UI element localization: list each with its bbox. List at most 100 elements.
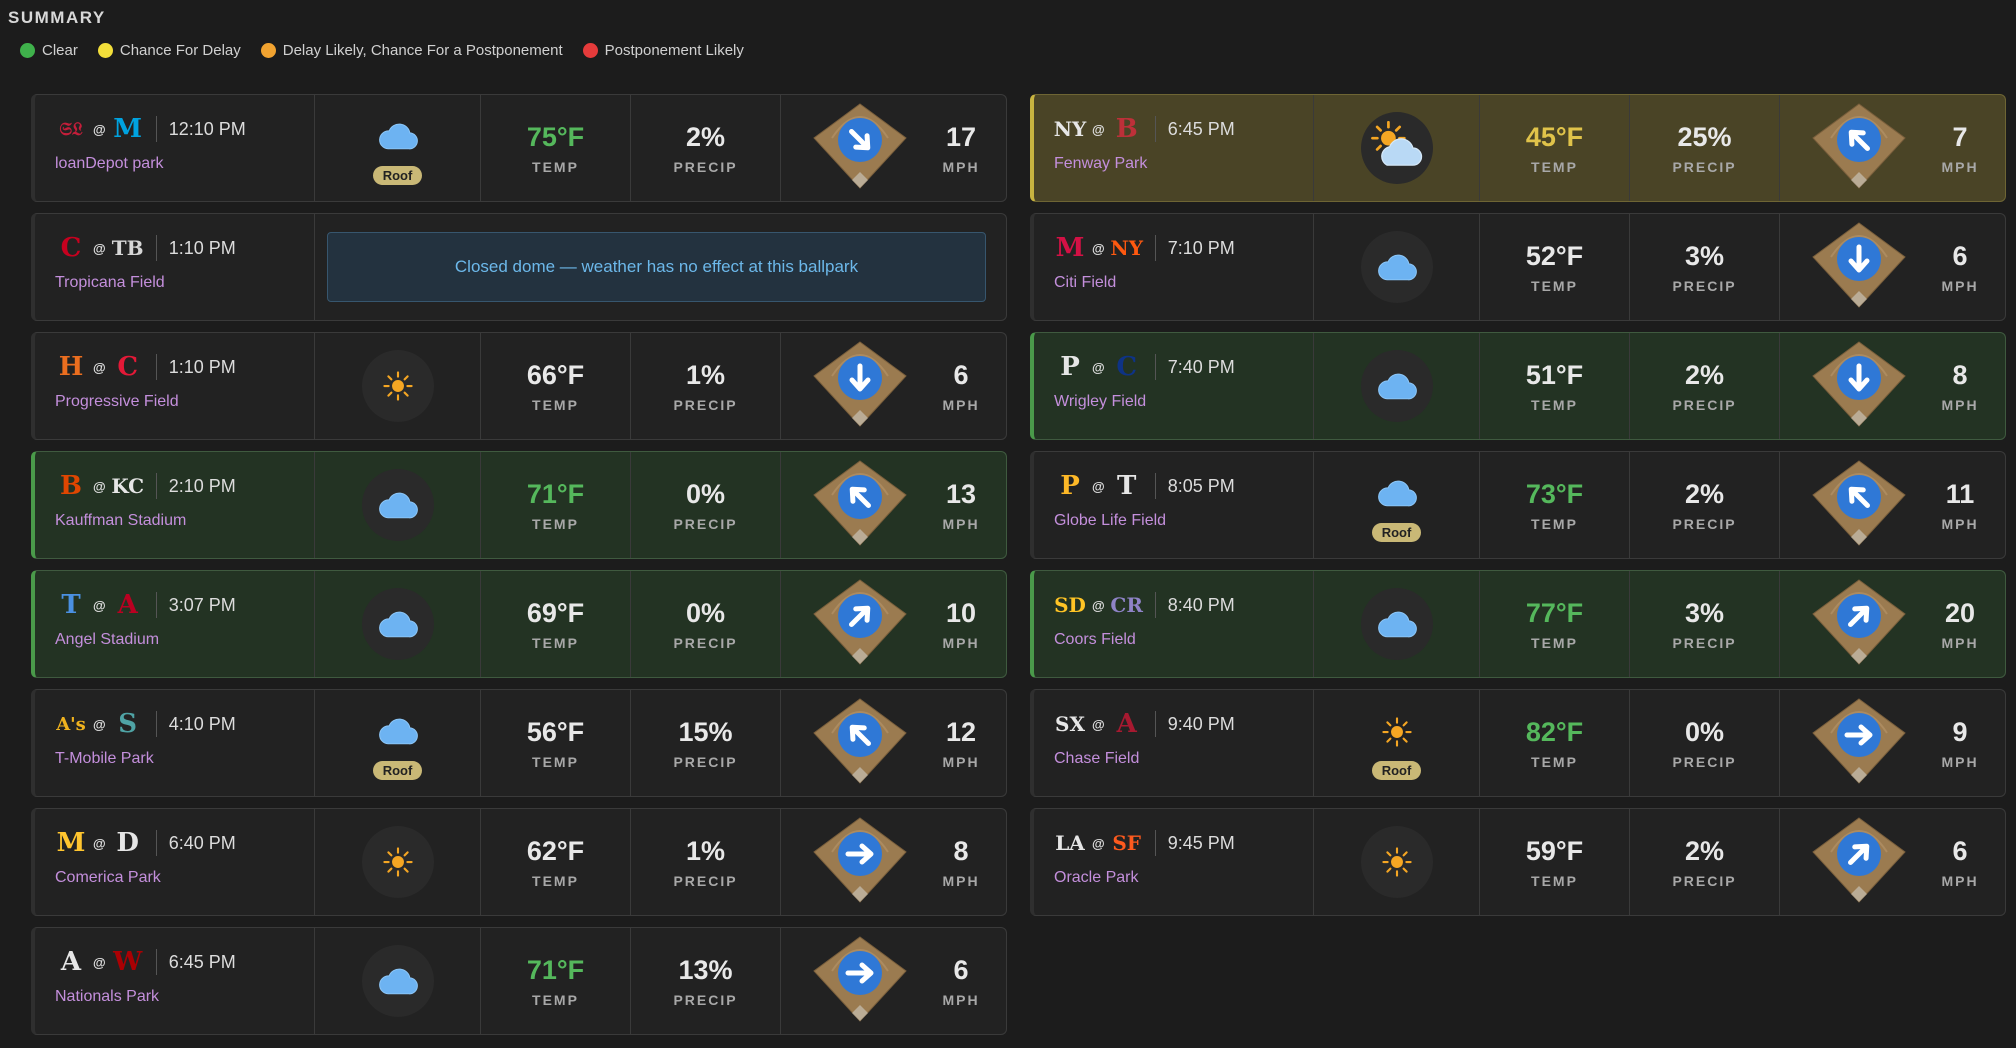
ballpark-name[interactable]: Citi Field — [1054, 274, 1117, 291]
cloud-icon — [1369, 469, 1425, 519]
game-card[interactable]: P @ C 7:40 PM Wrigley Field 51°F TEMP 2% PRECIP … — [1030, 332, 2006, 440]
ballpark-name[interactable]: Kauffman Stadium — [55, 512, 187, 529]
wind-direction-arrow-icon — [1809, 576, 1909, 673]
wind: 10 MPH — [781, 571, 1006, 677]
wind: 13 MPH — [781, 452, 1006, 558]
game-card[interactable]: T @ A 3:07 PM Angel Stadium 69°F TEMP 0% PRECIP … — [31, 570, 1007, 678]
precipitation: 2% PRECIP — [1630, 333, 1780, 439]
wind: 7 MPH — [1780, 95, 2005, 201]
precipitation-label: PRECIP — [673, 753, 738, 770]
matchup: A's @ S 4:10 PM — [55, 708, 294, 740]
sky-conditions — [1314, 333, 1480, 439]
game-card[interactable]: LA @ SF 9:45 PM Oracle Park 59°F TEMP 2% PRECIP … — [1030, 808, 2006, 916]
precipitation-value: 13% — [678, 954, 733, 985]
roof-badge: Roof — [1371, 760, 1422, 780]
wind-direction-arrow-icon — [1809, 814, 1909, 911]
sky-conditions — [315, 571, 481, 677]
ballpark-name[interactable]: Oracle Park — [1054, 869, 1139, 886]
at-symbol: @ — [1092, 121, 1105, 137]
legend-item-chance-delay: Chance For Delay — [97, 42, 241, 59]
ballpark-name[interactable]: Wrigley Field — [1054, 393, 1147, 410]
precipitation-value: 0% — [1684, 716, 1725, 747]
ballpark-name[interactable]: Angel Stadium — [55, 631, 160, 648]
ballpark-name[interactable]: Progressive Field — [55, 393, 179, 410]
precipitation: 3% PRECIP — [1630, 571, 1780, 677]
precipitation: 1% PRECIP — [631, 809, 781, 915]
cloud-icon — [361, 945, 434, 1017]
game-info: P @ T 8:05 PM Globe Life Field — [1034, 452, 1314, 558]
wind-speed: 20 MPH — [1935, 598, 1985, 651]
game-card[interactable]: M @ NY 7:10 PM Citi Field 52°F TEMP 3% PRECIP 6 M… — [1030, 213, 2006, 321]
temperature-label: TEMP — [532, 753, 579, 770]
wind-speed-value: 11 — [1945, 478, 1975, 509]
wind-speed-label: MPH — [942, 872, 980, 889]
temperature-label: TEMP — [1531, 277, 1578, 294]
game-time: 9:40 PM — [1167, 713, 1235, 734]
wind-speed: 6 MPH — [936, 955, 986, 1008]
precipitation-value: 3% — [1684, 597, 1725, 628]
temperature: 45°F TEMP — [1480, 95, 1630, 201]
ballpark-name[interactable]: Tropicana Field — [55, 274, 165, 291]
wind-speed-label: MPH — [942, 515, 980, 532]
ballpark-name[interactable]: Coors Field — [1054, 631, 1136, 648]
game-time: 7:10 PM — [1167, 237, 1235, 258]
at-symbol: @ — [93, 716, 106, 732]
wind-direction-arrow-icon — [810, 100, 910, 197]
game-card[interactable]: SD @ CR 8:40 PM Coors Field 77°F TEMP 3% PRECIP … — [1030, 570, 2006, 678]
precipitation-value: 3% — [1684, 240, 1725, 271]
game-card[interactable]: C @ TB 1:10 PM Tropicana Field Closed dome — … — [31, 213, 1007, 321]
away-team-logo-icon: M — [56, 828, 86, 858]
ballpark-name[interactable]: Nationals Park — [55, 988, 160, 1005]
game-card[interactable]: M @ D 6:40 PM Comerica Park 62°F TEMP 1% PRECIP … — [31, 808, 1007, 916]
precipitation-value: 2% — [1684, 359, 1725, 390]
game-card[interactable]: A's @ S 4:10 PM T-Mobile Park Roof 56°F TEMP 15%… — [31, 689, 1007, 797]
wind-speed: 6 MPH — [1935, 836, 1985, 889]
sky-conditions: Roof — [315, 95, 481, 201]
precipitation-label: PRECIP — [1672, 634, 1737, 651]
wind-speed-label: MPH — [942, 158, 980, 175]
ballpark-name[interactable]: loanDepot park — [55, 155, 164, 172]
game-card[interactable]: NY @ B 6:45 PM Fenway Park 45°F TEMP 25% PRECIP … — [1030, 94, 2006, 202]
divider — [155, 592, 157, 618]
temperature-value: 45°F — [1525, 121, 1584, 152]
home-team-logo-icon: W — [113, 947, 143, 977]
game-info: C @ TB 1:10 PM Tropicana Field — [35, 214, 315, 320]
ballpark-name[interactable]: Globe Life Field — [1054, 512, 1167, 529]
game-card[interactable]: 𝔖𝔏 @ M 12:10 PM loanDepot park Roof 75°F TEMP 2%… — [31, 94, 1007, 202]
divider — [1154, 235, 1156, 261]
temperature-label: TEMP — [1531, 753, 1578, 770]
precipitation-value: 2% — [1684, 478, 1725, 509]
temperature-label: TEMP — [532, 158, 579, 175]
game-card[interactable]: P @ T 8:05 PM Globe Life Field Roof 73°F TEMP 2%… — [1030, 451, 2006, 559]
divider — [1154, 592, 1156, 618]
game-card[interactable]: B @ KC 2:10 PM Kauffman Stadium 71°F TEMP 0% PRE… — [31, 451, 1007, 559]
wind-direction-arrow-icon — [810, 695, 910, 792]
temperature-value: 62°F — [526, 835, 585, 866]
games-column-right: NY @ B 6:45 PM Fenway Park 45°F TEMP 25% PRECIP … — [1030, 94, 2006, 927]
home-team-logo-icon: KC — [111, 474, 145, 498]
wind-speed-label: MPH — [1941, 158, 1979, 175]
ballpark-name[interactable]: Fenway Park — [1054, 155, 1148, 172]
ballpark-name[interactable]: Chase Field — [1054, 750, 1140, 767]
away-team-logo-icon: M — [1055, 233, 1085, 263]
divider — [155, 354, 157, 380]
game-card[interactable]: H @ C 1:10 PM Progressive Field 66°F TEMP 1% PRE… — [31, 332, 1007, 440]
ballpark-name[interactable]: Comerica Park — [55, 869, 161, 886]
temperature-label: TEMP — [532, 515, 579, 532]
at-symbol: @ — [93, 121, 106, 137]
temperature-label: TEMP — [532, 872, 579, 889]
game-info: P @ C 7:40 PM Wrigley Field — [1034, 333, 1314, 439]
game-card[interactable]: A @ W 6:45 PM Nationals Park 71°F TEMP 13% PRECI… — [31, 927, 1007, 1035]
cloud-icon — [361, 469, 434, 541]
game-time: 7:40 PM — [1167, 356, 1235, 377]
ballpark-name[interactable]: T-Mobile Park — [55, 750, 154, 767]
temperature-value: 82°F — [1525, 716, 1584, 747]
wind: 6 MPH — [1780, 214, 2005, 320]
game-info: H @ C 1:10 PM Progressive Field — [35, 333, 315, 439]
wind-speed-label: MPH — [942, 396, 980, 413]
wind: 6 MPH — [781, 928, 1006, 1034]
game-card[interactable]: SX @ A 9:40 PM Chase Field Roof 82°F TEMP 0% PREC… — [1030, 689, 2006, 797]
legend-dot-icon — [97, 43, 113, 58]
cloud-icon — [1360, 350, 1433, 422]
divider — [1154, 711, 1156, 737]
